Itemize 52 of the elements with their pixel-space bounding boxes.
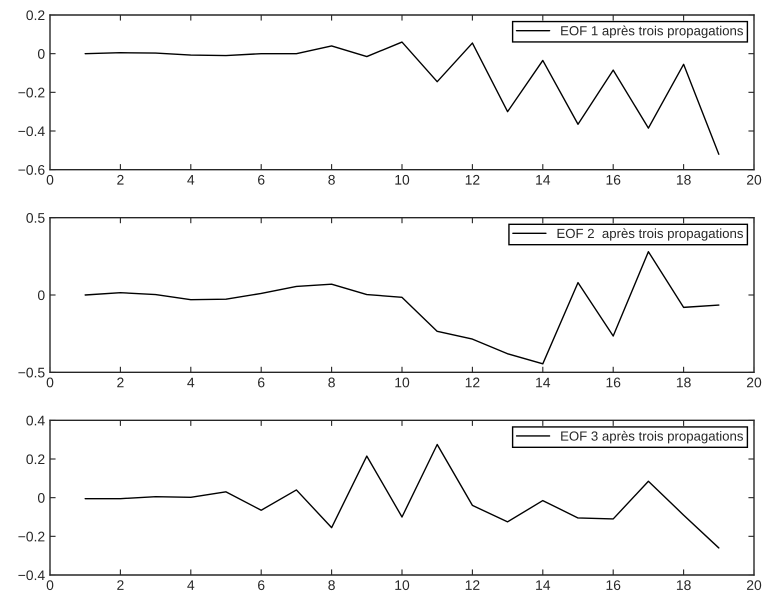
y-tick-label: −0.2 [18, 88, 44, 98]
x-tick-label: 18 [676, 174, 691, 185]
x-tick-label: 14 [536, 175, 550, 185]
x-tick-label: 2 [117, 174, 124, 185]
x-tick-label: 16 [606, 378, 620, 388]
y-tick-label: 0.2 [26, 454, 44, 464]
y-tick-label: −0.4 [18, 570, 45, 580]
line-series [84, 251, 720, 365]
x-tick-label: 0 [46, 174, 54, 185]
x-tick-label: 12 [466, 378, 480, 388]
line-series [84, 41, 720, 155]
x-tick-label: 6 [258, 174, 264, 185]
legend-label: EOF 3 après trois propagations [561, 430, 743, 444]
y-tick-label: 0 [38, 290, 45, 300]
x-tick-label: 4 [187, 175, 194, 185]
legend-label: EOF 1 après trois propagations [561, 26, 743, 38]
x-tick-label: 4 [187, 580, 194, 590]
x-tick-label: 12 [466, 580, 480, 590]
x-tick-label: 2 [117, 580, 124, 590]
y-tick-label: −0.2 [18, 532, 44, 542]
legend-label: EOF 2 après trois propagations [558, 228, 743, 241]
x-tick-label: 20 [746, 580, 762, 590]
x-tick-label: 6 [258, 378, 264, 388]
x-tick-label: 20 [746, 378, 762, 388]
y-tick-label: 0 [38, 49, 45, 59]
x-tick-label: 8 [328, 174, 335, 185]
y-tick-label: −0.6 [18, 165, 45, 175]
x-tick-label: 16 [606, 580, 620, 590]
x-tick-label: 16 [606, 174, 620, 185]
x-tick-label: 20 [746, 174, 762, 185]
y-tick-label: 0.2 [26, 10, 44, 20]
x-tick-label: 0 [46, 580, 54, 590]
x-tick-label: 10 [395, 580, 410, 590]
line-series [84, 444, 720, 549]
x-tick-label: 14 [536, 580, 550, 590]
x-tick-label: 8 [328, 580, 335, 590]
x-tick-label: 10 [395, 378, 410, 388]
y-tick-label: 0.5 [26, 213, 45, 223]
x-tick-label: 4 [187, 378, 194, 388]
x-tick-label: 8 [328, 378, 335, 388]
x-tick-label: 6 [258, 580, 264, 590]
x-tick-label: 10 [395, 174, 410, 185]
y-tick-label: 0 [38, 493, 45, 503]
x-tick-label: 18 [676, 378, 691, 388]
y-tick-label: −0.5 [18, 368, 45, 378]
x-tick-label: 2 [117, 378, 124, 388]
y-tick-label: −0.4 [18, 126, 45, 136]
y-tick-label: 0.4 [26, 416, 45, 426]
x-tick-label: 0 [46, 378, 54, 388]
x-tick-label: 14 [536, 378, 550, 388]
x-tick-label: 18 [676, 580, 691, 590]
x-tick-label: 12 [466, 174, 480, 185]
